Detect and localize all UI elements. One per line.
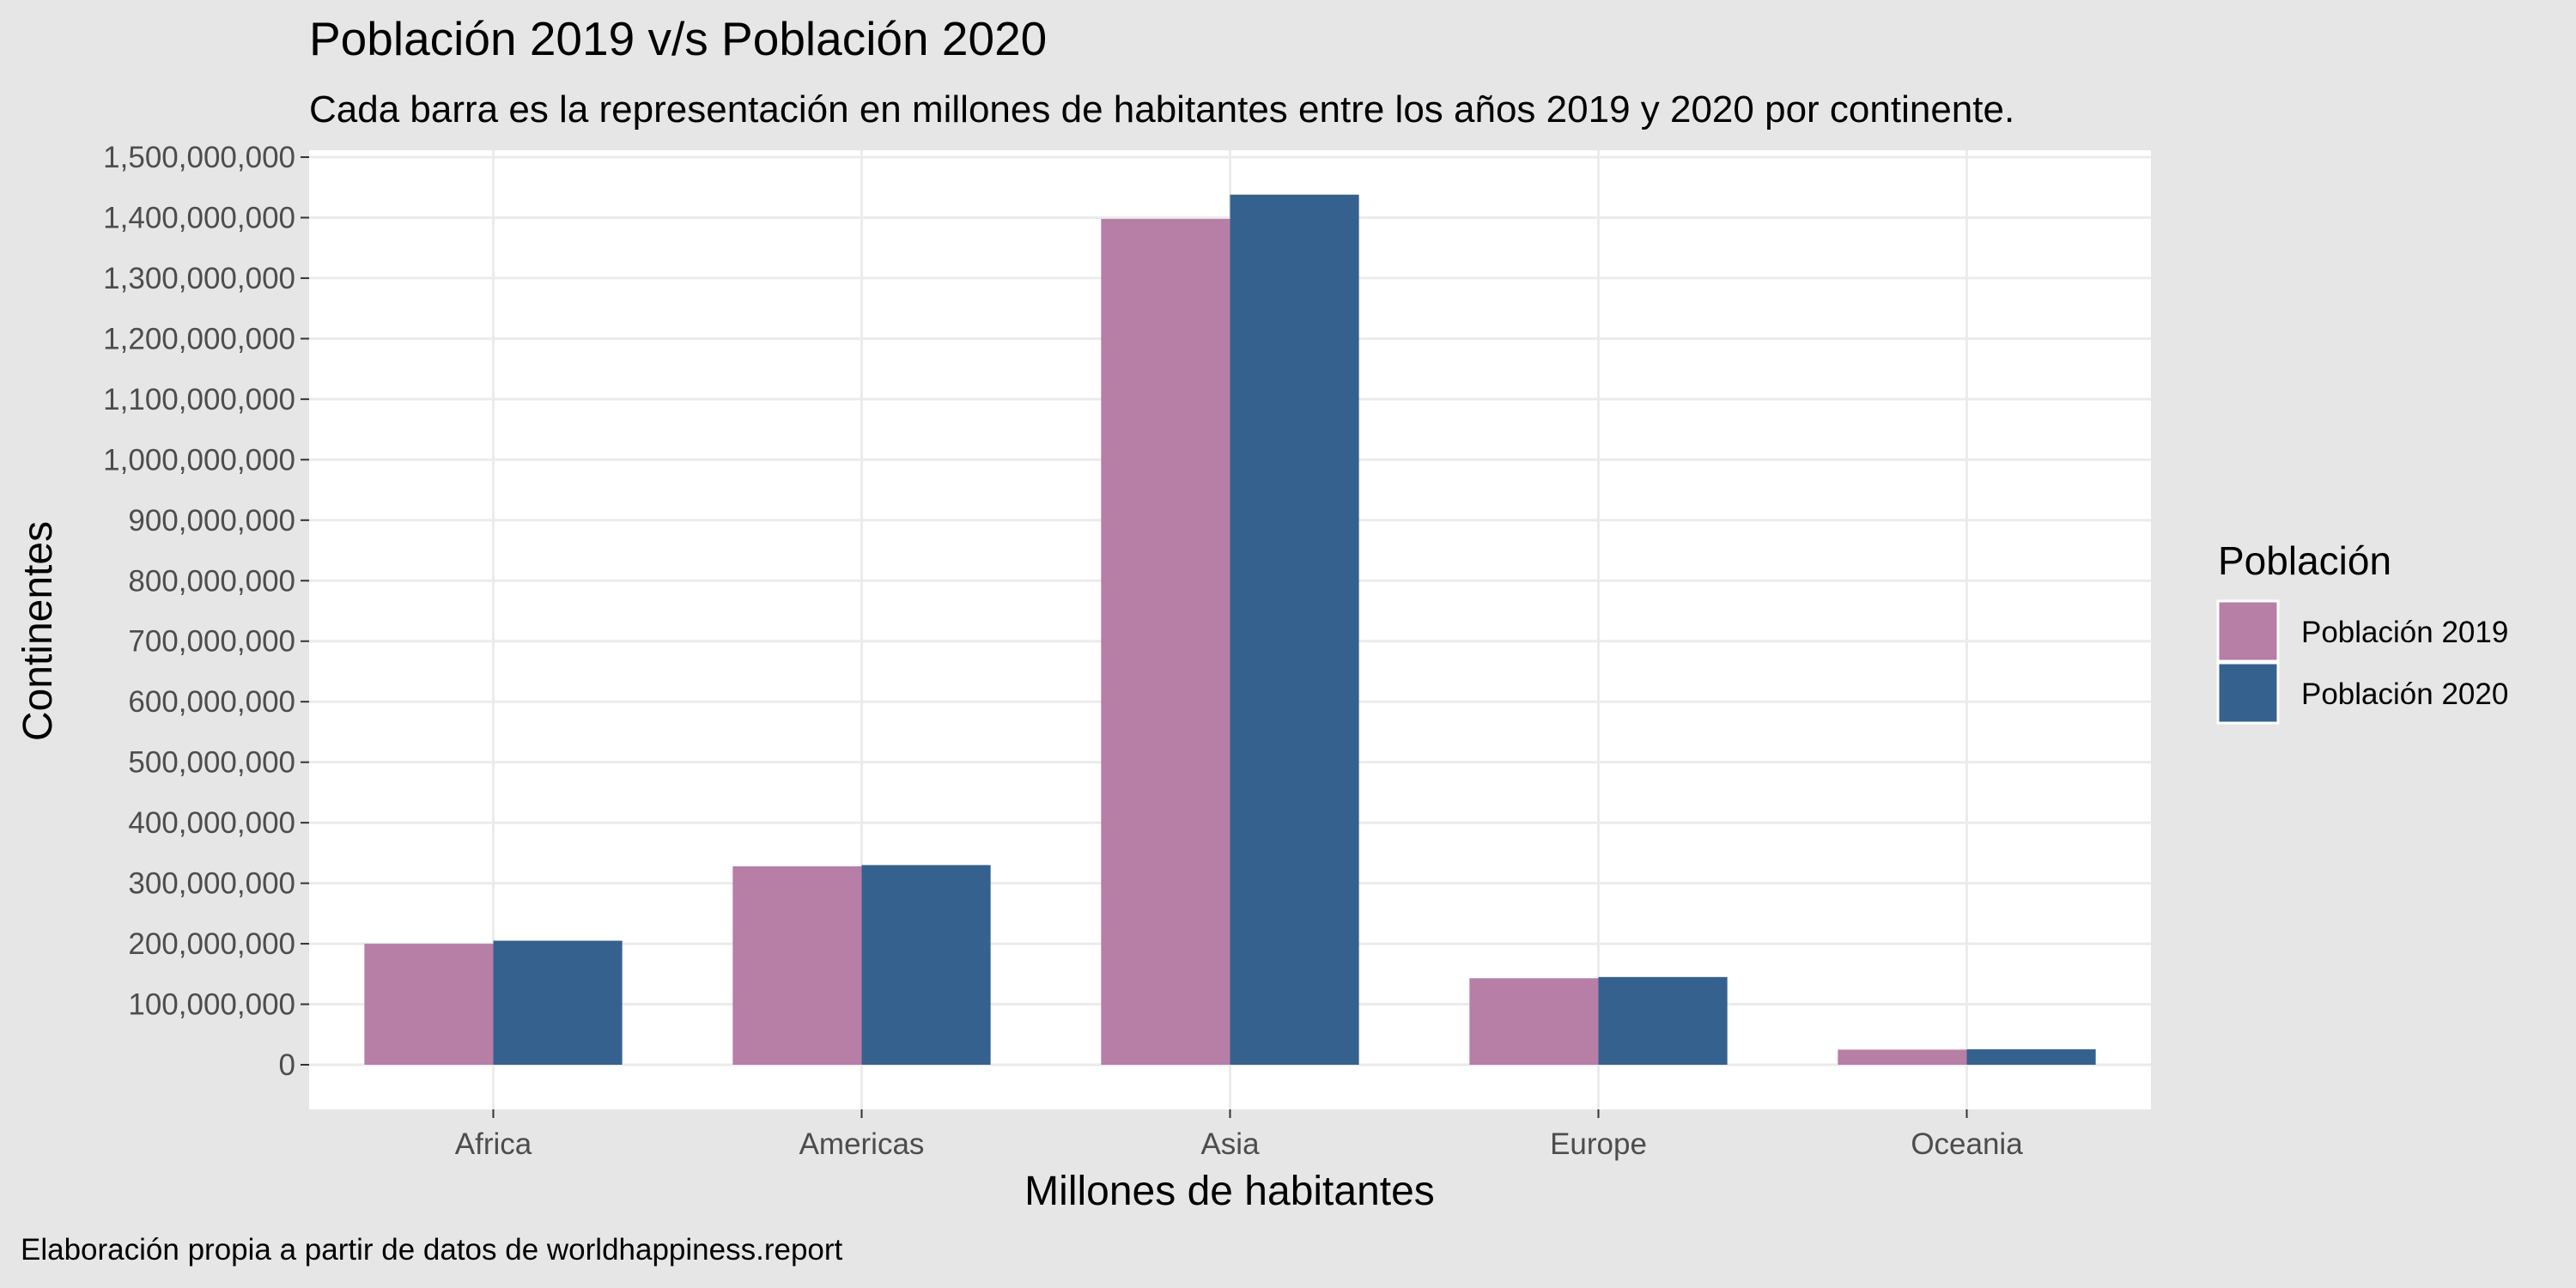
x-axis: Africa Americas Asia Europe Oceania — [455, 1109, 2023, 1161]
x-tick-label: Americas — [799, 1127, 925, 1161]
bar-oceania-2 — [1966, 1049, 2096, 1065]
bar-asia-2 — [1230, 194, 1359, 1065]
chart-caption: Elaboración propia a partir de datos de … — [21, 1233, 843, 1267]
y-tick-label: 1,400,000,000 — [103, 201, 295, 234]
bar-americas-1 — [732, 866, 862, 1065]
y-tick-label: 1,100,000,000 — [103, 383, 295, 416]
y-tick-label: 300,000,000 — [128, 867, 295, 901]
y-tick-label: 600,000,000 — [128, 685, 295, 719]
y-tick-label: 900,000,000 — [128, 504, 295, 538]
legend-label: Población 2020 — [2301, 677, 2508, 711]
x-tick-label: Asia — [1200, 1127, 1260, 1161]
y-tick-label: 1,000,000,000 — [103, 443, 295, 477]
legend-title: Población — [2218, 538, 2391, 583]
bar-africa-1 — [364, 944, 494, 1065]
y-tick-label: 200,000,000 — [128, 927, 295, 961]
legend: Población Población 2019 Población 2020 — [2216, 538, 2508, 725]
x-tick-label: Europe — [1550, 1127, 1647, 1161]
y-tick-label: 400,000,000 — [128, 806, 295, 840]
chart-title: Población 2019 v/s Población 2020 — [309, 12, 1047, 65]
y-tick-label: 800,000,000 — [128, 564, 295, 598]
legend-label: Población 2019 — [2301, 616, 2508, 649]
x-axis-title: Millones de habitantes — [1024, 1169, 1435, 1214]
bar-americas-2 — [861, 865, 991, 1065]
bar-europe-1 — [1469, 978, 1599, 1065]
y-tick-label: 700,000,000 — [128, 625, 295, 659]
bar-africa-2 — [493, 940, 623, 1065]
bar-oceania-1 — [1838, 1049, 1967, 1065]
y-tick-label: 500,000,000 — [128, 746, 295, 780]
bars — [364, 194, 2096, 1066]
legend-key — [2216, 661, 2280, 725]
x-tick-label: Africa — [455, 1127, 532, 1161]
y-tick-label: 1,300,000,000 — [103, 262, 295, 295]
chart-subtitle: Cada barra es la representación en millo… — [309, 88, 2014, 131]
y-tick-label: 0 — [279, 1048, 295, 1082]
bar-asia-1 — [1101, 218, 1230, 1066]
x-tick-label: Oceania — [1911, 1127, 2023, 1161]
y-axis: 0 100,000,000 200,000,000 300,000,000 400,00… — [103, 141, 309, 1082]
y-tick-label: 1,500,000,000 — [103, 141, 295, 174]
y-tick-label: 1,200,000,000 — [103, 322, 295, 355]
y-axis-title: Continentes — [15, 521, 61, 741]
bar-europe-2 — [1598, 976, 1728, 1065]
y-tick-label: 100,000,000 — [128, 988, 295, 1022]
legend-key — [2216, 599, 2280, 663]
